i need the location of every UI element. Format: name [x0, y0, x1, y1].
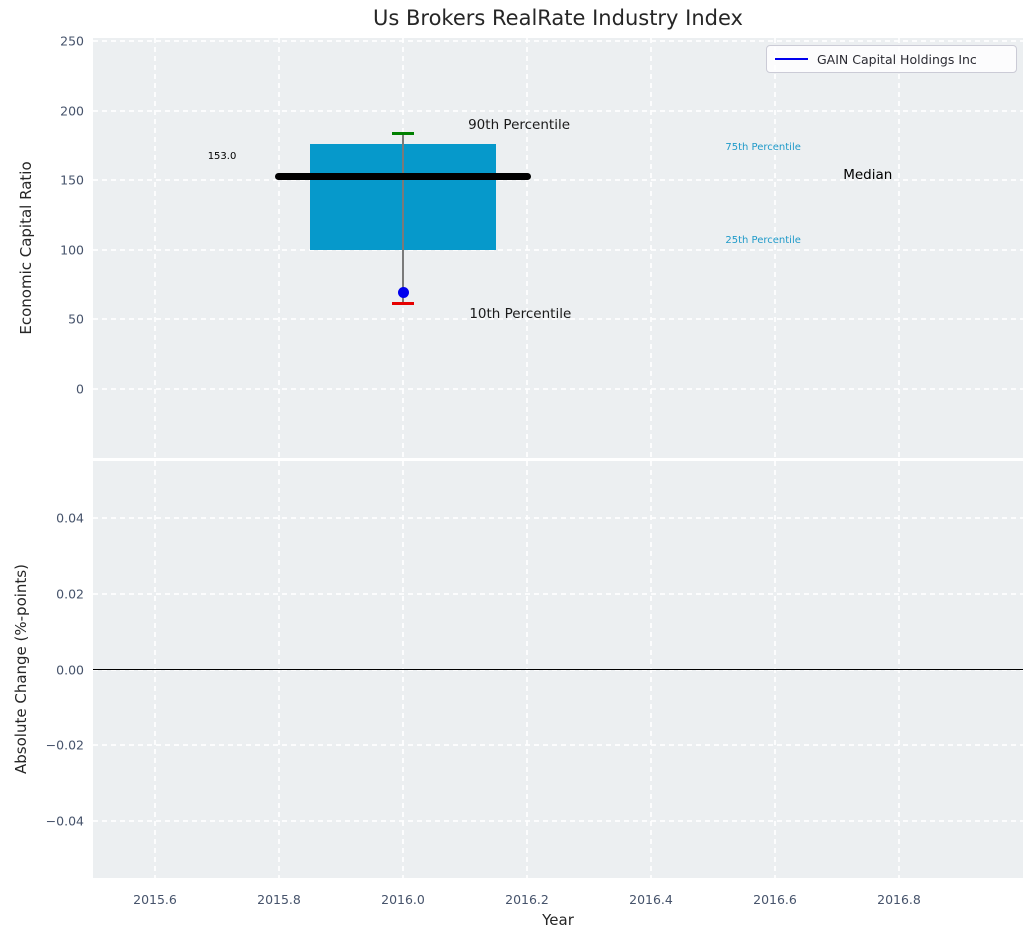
bottom-plot-area: [93, 461, 1023, 878]
legend-line-sample: [775, 57, 808, 61]
x-tick-label: 2016.4: [629, 892, 673, 907]
legend-label: GAIN Capital Holdings Inc: [817, 51, 977, 67]
h-gridline: [93, 820, 1023, 823]
y-tick-label: 0: [76, 381, 84, 397]
y-tick-label: 0.04: [56, 510, 84, 526]
h-gridline: [93, 516, 1023, 519]
h-gridline: [93, 109, 1023, 112]
x-tick-label: 2015.6: [133, 892, 177, 907]
h-gridline: [93, 40, 1023, 43]
annotation: 25th Percentile: [725, 235, 801, 247]
company-value-dot: [397, 287, 409, 299]
v-gridline: [526, 38, 528, 458]
y-tick-label: −0.02: [45, 737, 84, 753]
x-tick-label: 2015.8: [257, 892, 301, 907]
annotation: 75th Percentile: [725, 142, 801, 154]
x-tick-label: 2016.0: [381, 892, 425, 907]
h-gridline: [93, 248, 1023, 251]
v-gridline: [278, 38, 280, 458]
v-gridline: [898, 38, 900, 458]
whisker-line: [402, 133, 404, 304]
x-tick-label: 2016.8: [877, 892, 921, 907]
h-gridline: [93, 744, 1023, 747]
h-gridline: [93, 592, 1023, 595]
p10-cap: [392, 302, 414, 306]
y-tick-label: 0.00: [56, 662, 84, 677]
y-tick-label: 50: [68, 311, 84, 327]
annotation: 153.0: [207, 150, 237, 162]
median-line: [275, 172, 531, 180]
y-tick-label: −0.04: [45, 813, 84, 829]
x-tick-label: 2016.2: [505, 892, 549, 907]
x-tick-label: 2016.6: [753, 892, 797, 907]
x-axis-label: Year: [542, 911, 574, 929]
legend: GAIN Capital Holdings Inc: [766, 45, 1017, 73]
y-tick-label: 250: [60, 33, 84, 49]
v-gridline: [774, 38, 776, 458]
annotation: Median: [843, 166, 893, 183]
h-gridline: [93, 387, 1023, 390]
y-tick-label: 0.02: [56, 586, 84, 602]
v-gridline: [650, 38, 652, 458]
v-gridline: [154, 38, 156, 458]
p90-cap: [392, 131, 414, 135]
zero-line: [93, 668, 1023, 671]
h-gridline: [93, 318, 1023, 321]
top-plot-area: 153.0 90th Percentile 10th Percentile 75th …: [93, 38, 1023, 458]
chart-title: Us Brokers RealRate Industry Index: [373, 6, 743, 30]
annotation: 10th Percentile: [469, 305, 572, 322]
h-gridline: [93, 179, 1023, 182]
y-tick-label: 150: [60, 172, 84, 188]
y-tick-label: 100: [60, 242, 84, 258]
annotation: 90th Percentile: [468, 116, 571, 133]
y-tick-label: 200: [60, 103, 84, 119]
